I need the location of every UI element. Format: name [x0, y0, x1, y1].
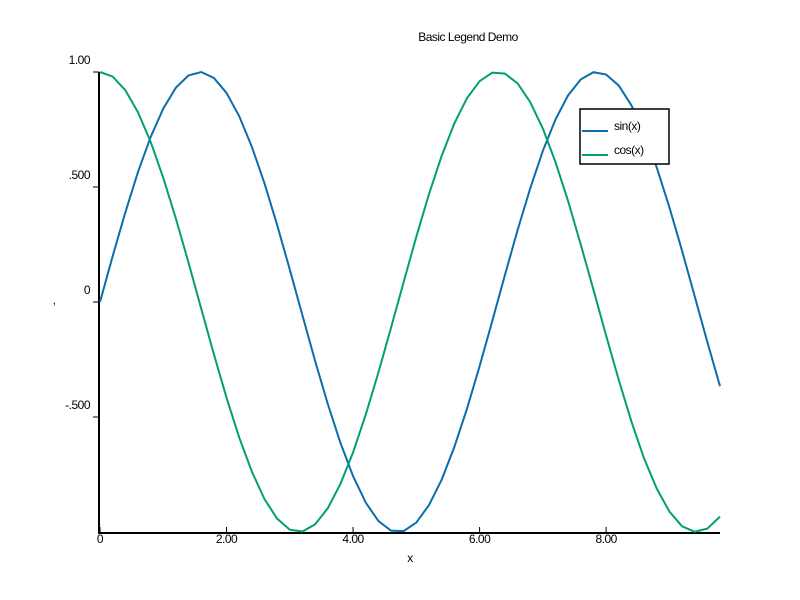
y-tick-label: 1.00	[69, 53, 91, 67]
x-tick-label: 2.00	[216, 532, 238, 546]
line-series	[99, 71, 721, 533]
y-tick-label: -.500	[65, 398, 91, 412]
y-axis-label: ,	[53, 293, 56, 307]
y-tick-label: 0	[84, 283, 91, 297]
legend-label: cos(x)	[614, 143, 644, 157]
y-tick-label: .500	[69, 168, 91, 182]
x-tick-label: 6.00	[469, 532, 491, 546]
x-tick-label: 0	[97, 532, 104, 546]
x-tick-label: 4.00	[342, 532, 364, 546]
chart-title: Basic Legend Demo	[418, 30, 518, 44]
x-tick-label: 8.00	[595, 532, 617, 546]
legend-label: sin(x)	[614, 119, 641, 133]
line-series	[99, 70, 721, 533]
x-axis-label: x	[407, 551, 413, 565]
